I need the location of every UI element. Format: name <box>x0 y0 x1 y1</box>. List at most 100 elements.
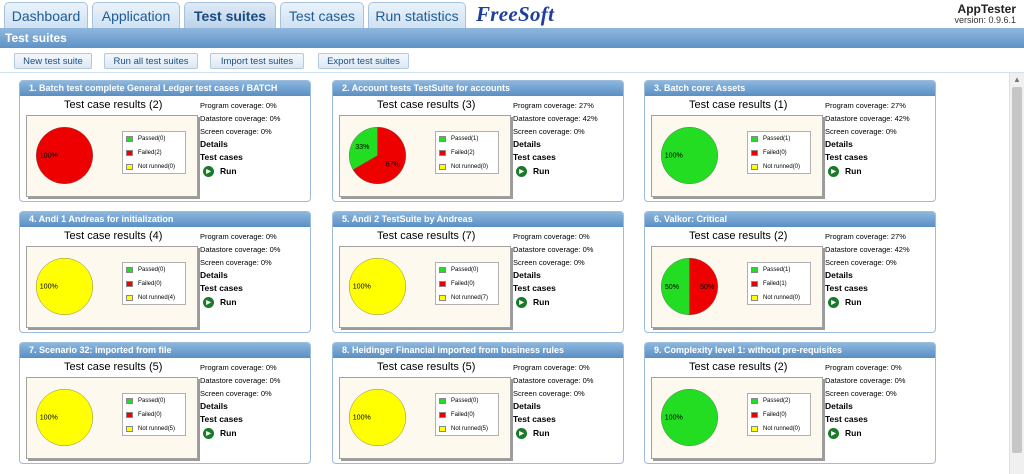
details-link[interactable]: Details <box>513 270 541 280</box>
suite-header[interactable]: 2. Account tests TestSuite for accounts <box>333 81 623 96</box>
details-link[interactable]: Details <box>513 139 541 149</box>
legend-label: Passed <box>451 136 472 142</box>
legend-count: (0) <box>467 281 475 287</box>
pie-percent-label: 100% <box>353 413 372 421</box>
legend-label: Passed <box>138 398 159 404</box>
legend-swatch <box>439 267 446 273</box>
legend-item-failed: Failed (0) <box>123 277 185 291</box>
run-button[interactable]: ▶ Run <box>203 165 237 177</box>
legend-swatch <box>439 281 446 287</box>
test-suite-card: 7. Scenario 32: imported from file Test c… <box>19 342 311 464</box>
run-label: Run <box>845 297 862 307</box>
run-button[interactable]: ▶ Run <box>516 427 550 439</box>
details-link[interactable]: Details <box>825 139 853 149</box>
chart-legend: Passed (1) Failed (1) Not runned (0) <box>747 262 811 305</box>
pie-percent-label: 50% <box>700 283 715 291</box>
tab-dashboard[interactable]: Dashboard <box>4 2 88 28</box>
datastore-coverage: Datastore coverage: 0% <box>825 374 935 387</box>
screen-coverage-label: Screen coverage: <box>200 258 259 267</box>
results-pie-chart: 100% <box>349 389 406 446</box>
test-suite-card: 1. Batch test complete General Ledger te… <box>19 80 311 202</box>
suite-header[interactable]: 9. Complexity level 1: without pre-requi… <box>645 343 935 358</box>
legend-label: Not runned <box>763 426 793 432</box>
test-cases-link[interactable]: Test cases <box>825 283 868 293</box>
run-button[interactable]: ▶ Run <box>828 165 862 177</box>
suite-header[interactable]: 4. Andi 1 Andreas for initialization <box>20 212 310 227</box>
legend-item-not-runned: Not runned (0) <box>123 160 185 174</box>
pie-slice-passed <box>661 127 718 184</box>
details-link[interactable]: Details <box>825 270 853 280</box>
test-suite-card: 2. Account tests TestSuite for accounts T… <box>332 80 624 202</box>
suite-header[interactable]: 3. Batch core: Assets <box>645 81 935 96</box>
datastore-coverage-value: 0% <box>269 114 281 123</box>
import-test-suites-button[interactable]: Import test suites <box>210 53 304 69</box>
legend-swatch <box>439 295 446 301</box>
test-cases-link[interactable]: Test cases <box>825 414 868 424</box>
test-cases-link[interactable]: Test cases <box>200 414 243 424</box>
screen-coverage-value: 0% <box>885 127 897 136</box>
details-link[interactable]: Details <box>825 401 853 411</box>
tab-test-cases[interactable]: Test cases <box>280 2 364 28</box>
run-button[interactable]: ▶ Run <box>203 427 237 439</box>
chart-legend: Passed (0) Failed (0) Not runned (4) <box>122 262 186 305</box>
legend-swatch <box>126 412 133 418</box>
run-label: Run <box>533 297 550 307</box>
legend-label: Failed <box>763 150 780 156</box>
legend-swatch <box>751 398 758 404</box>
tab-application[interactable]: Application <box>92 2 180 28</box>
program-coverage-label: Program coverage: <box>825 363 889 372</box>
legend-label: Failed <box>451 281 468 287</box>
suite-header[interactable]: 6. Valkor: Critical <box>645 212 935 227</box>
details-link[interactable]: Details <box>200 401 228 411</box>
pie-slice-passed <box>661 389 718 446</box>
datastore-coverage-label: Datastore coverage: <box>825 245 893 254</box>
test-cases-link[interactable]: Test cases <box>513 283 556 293</box>
run-button[interactable]: ▶ Run <box>203 296 237 308</box>
legend-count: (0) <box>154 412 162 418</box>
details-link[interactable]: Details <box>200 139 228 149</box>
suite-header[interactable]: 7. Scenario 32: imported from file <box>20 343 310 358</box>
vertical-scrollbar[interactable]: ▲ <box>1009 73 1024 474</box>
details-link[interactable]: Details <box>200 270 228 280</box>
results-pie-chart: 100% <box>36 258 93 315</box>
screen-coverage-value: 0% <box>260 127 272 136</box>
test-cases-link[interactable]: Test cases <box>825 152 868 162</box>
legend-label: Not runned <box>138 164 168 170</box>
scrollbar-thumb[interactable] <box>1012 87 1022 453</box>
legend-item-failed: Failed (0) <box>748 146 810 160</box>
suite-header[interactable]: 1. Batch test complete General Ledger te… <box>20 81 310 96</box>
test-cases-link[interactable]: Test cases <box>513 414 556 424</box>
suite-header[interactable]: 8. Heidinger Financial imported from bus… <box>333 343 623 358</box>
new-test-suite-button[interactable]: New test suite <box>14 53 92 69</box>
tab-test-suites[interactable]: Test suites <box>184 2 276 28</box>
run-button[interactable]: ▶ Run <box>516 296 550 308</box>
test-cases-link[interactable]: Test cases <box>200 283 243 293</box>
suite-header[interactable]: 5. Andi 2 TestSuite by Andreas <box>333 212 623 227</box>
run-button[interactable]: ▶ Run <box>516 165 550 177</box>
legend-item-not-runned: Not runned (5) <box>123 422 185 436</box>
run-button[interactable]: ▶ Run <box>828 296 862 308</box>
legend-swatch <box>126 295 133 301</box>
export-test-suites-button[interactable]: Export test suites <box>318 53 409 69</box>
coverage-stats: Program coverage: 0% Datastore coverage: … <box>513 361 623 426</box>
test-suite-card: 8. Heidinger Financial imported from bus… <box>332 342 624 464</box>
datastore-coverage-label: Datastore coverage: <box>200 114 268 123</box>
play-circle-icon: ▶ <box>828 296 839 308</box>
run-button[interactable]: ▶ Run <box>828 427 862 439</box>
legend-swatch <box>126 150 133 156</box>
datastore-coverage-label: Datastore coverage: <box>513 245 581 254</box>
test-cases-link[interactable]: Test cases <box>513 152 556 162</box>
pie-slice-failed <box>689 258 718 315</box>
legend-swatch <box>439 136 446 142</box>
run-all-test-suites-button[interactable]: Run all test suites <box>104 53 198 69</box>
screen-coverage: Screen coverage: 0% <box>513 125 623 138</box>
scroll-up-arrow-icon[interactable]: ▲ <box>1013 75 1021 84</box>
legend-item-failed: Failed (0) <box>436 277 498 291</box>
legend-count: (0) <box>480 164 489 170</box>
test-cases-link[interactable]: Test cases <box>200 152 243 162</box>
tab-run-statistics[interactable]: Run statistics <box>368 2 466 28</box>
program-coverage: Program coverage: 0% <box>200 99 310 112</box>
screen-coverage-label: Screen coverage: <box>513 389 572 398</box>
details-link[interactable]: Details <box>513 401 541 411</box>
results-title: Test case results (4) <box>64 230 163 242</box>
